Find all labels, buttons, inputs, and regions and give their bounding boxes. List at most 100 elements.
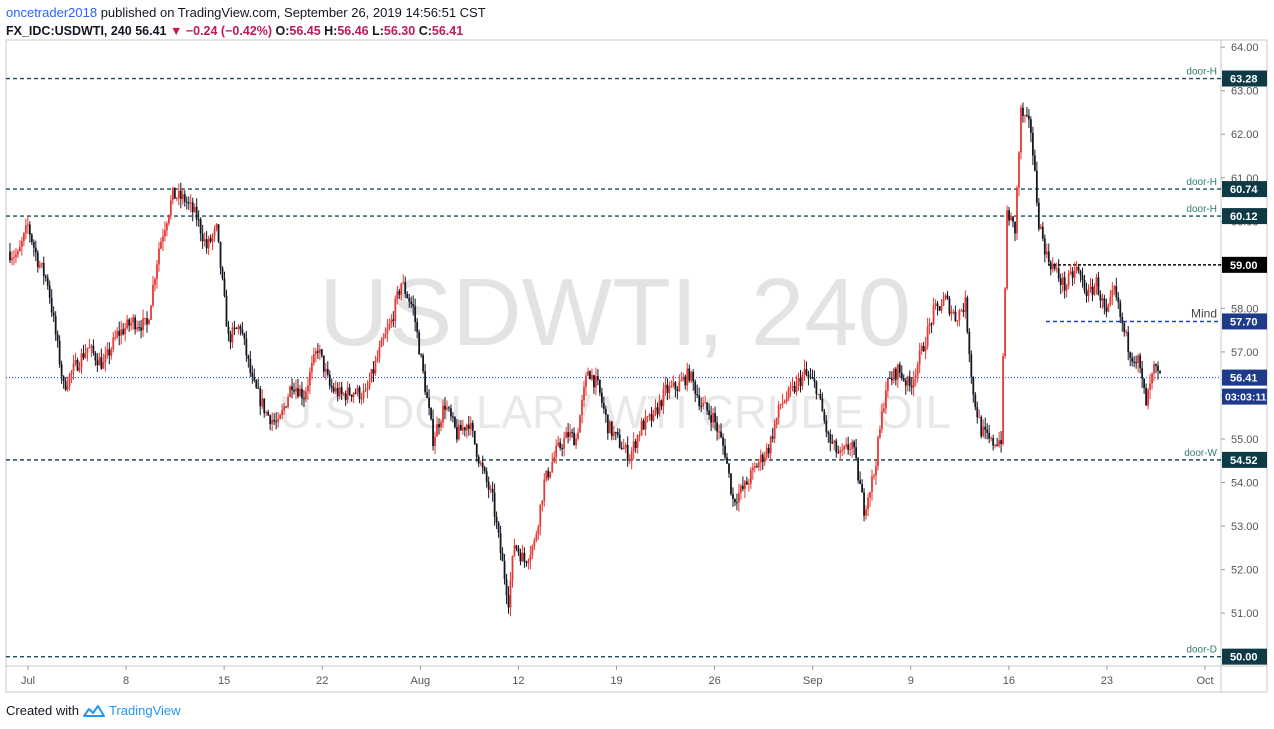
candle-down [1035, 170, 1038, 203]
candle-down [138, 327, 140, 329]
candle-down [392, 319, 395, 321]
candle-down [988, 432, 991, 439]
candle-down [52, 312, 55, 316]
candle-up [956, 320, 959, 322]
candle-up [749, 470, 752, 484]
candle-down [1029, 119, 1032, 133]
time-axis[interactable]: Jul 8 15 22 Aug 12 19 26 Sep 9 16 23 Oct [21, 666, 1214, 687]
candle-down [134, 317, 137, 330]
candle-up [396, 291, 399, 299]
candle-up [652, 410, 655, 421]
candle-up [769, 436, 772, 454]
candle-up [865, 509, 867, 516]
candle-up [682, 376, 685, 380]
candle-up [670, 385, 673, 387]
candle-up [803, 368, 806, 375]
candle-up [189, 202, 192, 204]
candle-down [1155, 363, 1157, 366]
candle-down [450, 408, 452, 417]
candle-down [634, 441, 637, 448]
candle-up [644, 416, 647, 430]
candle-up [309, 372, 311, 386]
candle-up [211, 235, 214, 242]
candle-down [467, 424, 470, 429]
candle-down [426, 392, 428, 398]
candle-up [1020, 107, 1022, 153]
candle-up [849, 449, 852, 451]
candle-up [370, 369, 373, 382]
candle-down [475, 443, 478, 457]
candle-up [177, 190, 180, 198]
candle-down [857, 458, 859, 481]
candle-down [1121, 316, 1124, 323]
candle-up [587, 371, 589, 376]
candle-up [402, 282, 405, 284]
candle-up [833, 440, 836, 443]
candle-up [1075, 266, 1078, 271]
candle-down [255, 380, 258, 388]
candle-up [998, 440, 1001, 446]
candle-down [503, 561, 506, 580]
candle-up [388, 323, 391, 329]
candle-up [785, 398, 788, 402]
candle-down [720, 431, 722, 438]
author-link[interactable]: oncetrader2018 [6, 5, 98, 20]
price-axis[interactable]: 51.0052.0053.0054.0055.0056.0057.0058.00… [1221, 42, 1259, 620]
candle-down [694, 381, 697, 395]
candle-up [817, 394, 820, 396]
candle-down [46, 277, 49, 286]
candle-up [22, 233, 25, 242]
candle-up [72, 363, 75, 372]
candle-down [767, 447, 770, 454]
candle-down [497, 522, 500, 534]
price-tick-label: 53.00 [1231, 521, 1259, 533]
candle-down [293, 389, 295, 392]
candle-up [164, 230, 166, 237]
level-price-label: 63.28 [1230, 74, 1258, 86]
candle-up [338, 387, 341, 397]
candle-down [410, 301, 413, 304]
candle-down [430, 407, 432, 420]
level-price-label-bg [1222, 181, 1267, 198]
tradingview-link[interactable]: TradingView [108, 703, 181, 718]
candle-down [245, 338, 248, 356]
chart-header: oncetrader2018 published on TradingView.… [6, 4, 486, 40]
candle-up [489, 488, 492, 490]
candle-down [34, 247, 37, 253]
candle-up [356, 387, 359, 394]
candle-up [84, 352, 87, 358]
candle-up [1039, 226, 1042, 229]
candle-down [1033, 155, 1036, 171]
level-name-label: door-H [1186, 204, 1217, 215]
candle-up [521, 552, 524, 562]
candle-down [811, 377, 814, 379]
price-chart[interactable]: USDWTI, 240 U.S. DOLLAR / WTI CRUDE OIL … [0, 0, 1274, 700]
candle-down [1043, 238, 1046, 255]
candle-up [70, 371, 73, 375]
candle-down [340, 387, 343, 394]
candle-up [150, 305, 152, 320]
candle-down [263, 398, 266, 414]
candle-down [455, 427, 458, 440]
candle-down [972, 377, 975, 395]
time-tick-label: 16 [1003, 675, 1015, 687]
candle-down [408, 298, 411, 302]
candle-up [553, 456, 556, 463]
candle-up [751, 467, 754, 471]
candle-down [910, 385, 913, 388]
candle-down [201, 233, 204, 242]
candle-down [1049, 262, 1052, 270]
candle-up [1109, 296, 1112, 305]
candle-down [297, 388, 299, 397]
candle-up [779, 404, 782, 406]
candle-down [1008, 210, 1010, 221]
candle-up [374, 360, 377, 374]
price-tick-label: 51.00 [1231, 608, 1259, 620]
time-tick-label: 26 [708, 675, 720, 687]
candle-down [831, 442, 834, 444]
candle-down [1081, 275, 1084, 281]
candle-down [28, 224, 31, 235]
candle-down [481, 462, 484, 468]
candle-up [926, 326, 929, 347]
candle-up [21, 241, 23, 247]
